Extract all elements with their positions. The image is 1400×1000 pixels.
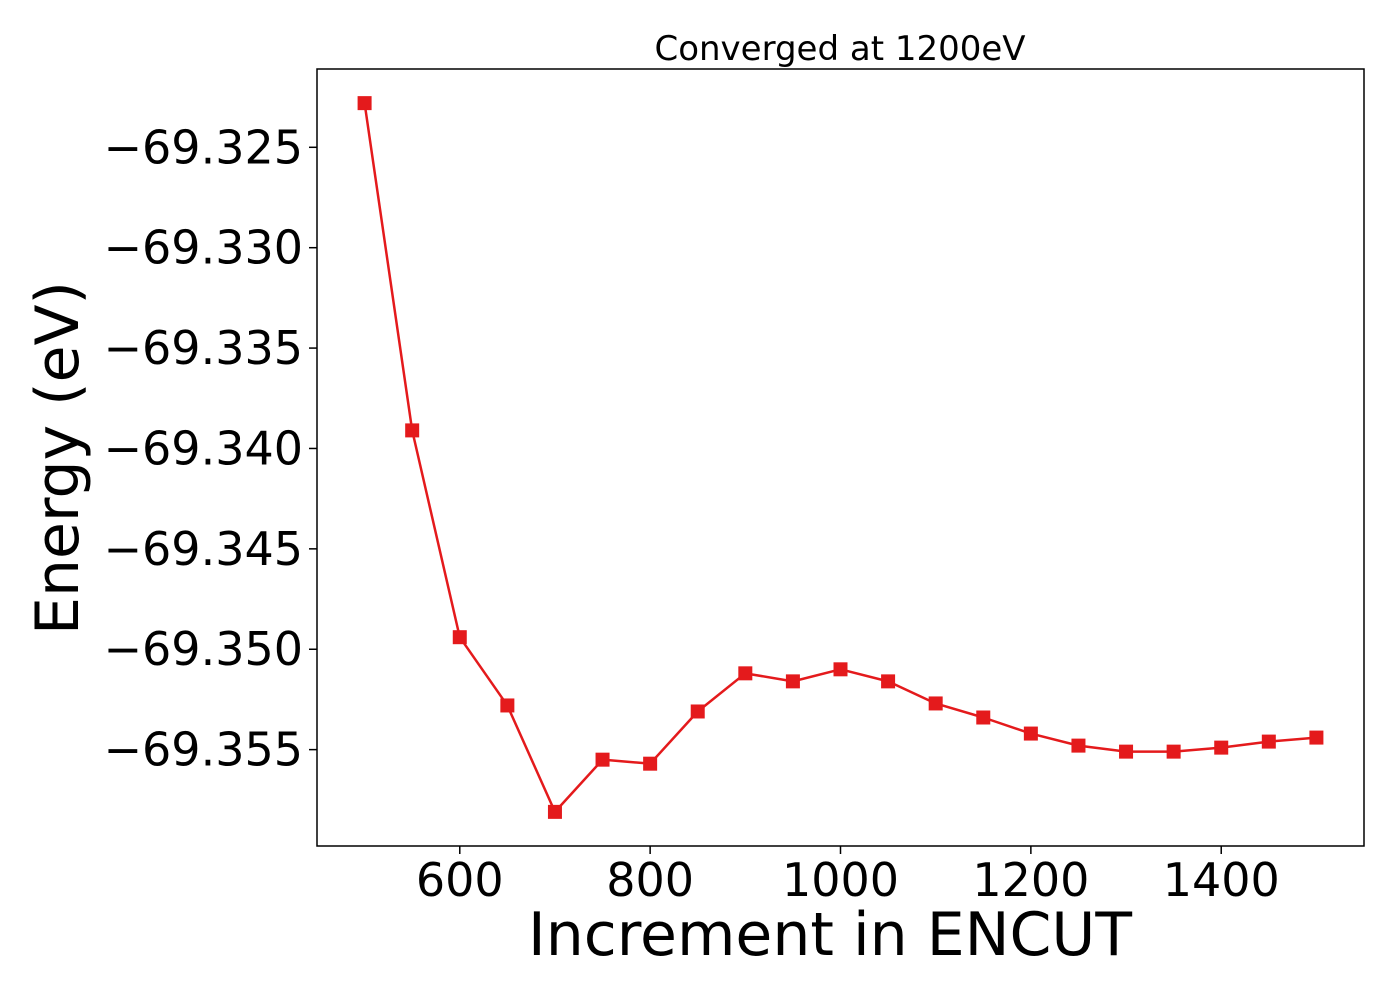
data-point [1309, 730, 1324, 745]
x-tick-label: 1000 [782, 853, 899, 907]
chart-title: Converged at 1200eV [654, 29, 1025, 69]
y-tick-label: −69.340 [104, 421, 304, 475]
data-point [500, 698, 515, 713]
x-tick-label: 800 [606, 853, 694, 907]
x-tick-label: 1400 [1163, 853, 1280, 907]
x-tick-label: 600 [416, 853, 504, 907]
x-axis-label: Increment in ENCUT [528, 900, 1132, 970]
y-tick-label: −69.325 [104, 120, 304, 174]
y-tick-label: −69.345 [104, 522, 304, 576]
data-point [452, 630, 467, 645]
y-tick-label: −69.350 [104, 622, 304, 676]
data-point [595, 752, 610, 767]
x-axis-ticks: 600 800 1000 1200 1400 [416, 846, 1280, 907]
y-tick-label: −69.335 [104, 321, 304, 375]
data-point [547, 804, 562, 819]
data-point [928, 696, 943, 711]
data-point [785, 674, 800, 689]
data-point [1261, 734, 1276, 749]
y-axis-ticks: −69.325 −69.330 −69.335 −69.340 −69.345 −69.3… [104, 120, 317, 777]
y-tick-label: −69.330 [104, 221, 304, 275]
data-point [1071, 738, 1086, 753]
data-point [357, 96, 372, 111]
data-point [405, 423, 420, 438]
data-point [738, 666, 753, 681]
series-layer [357, 96, 1324, 819]
x-tick-label: 1200 [972, 853, 1089, 907]
data-point [833, 662, 848, 677]
y-tick-label: −69.355 [104, 723, 304, 777]
data-point [643, 756, 658, 771]
data-point [976, 710, 991, 725]
data-point [881, 674, 896, 689]
data-point [1214, 740, 1229, 755]
data-point [1166, 744, 1181, 759]
data-point [1023, 726, 1038, 741]
data-point [1119, 744, 1134, 759]
y-axis-label: Energy (eV) [23, 281, 93, 635]
data-point [690, 704, 705, 719]
